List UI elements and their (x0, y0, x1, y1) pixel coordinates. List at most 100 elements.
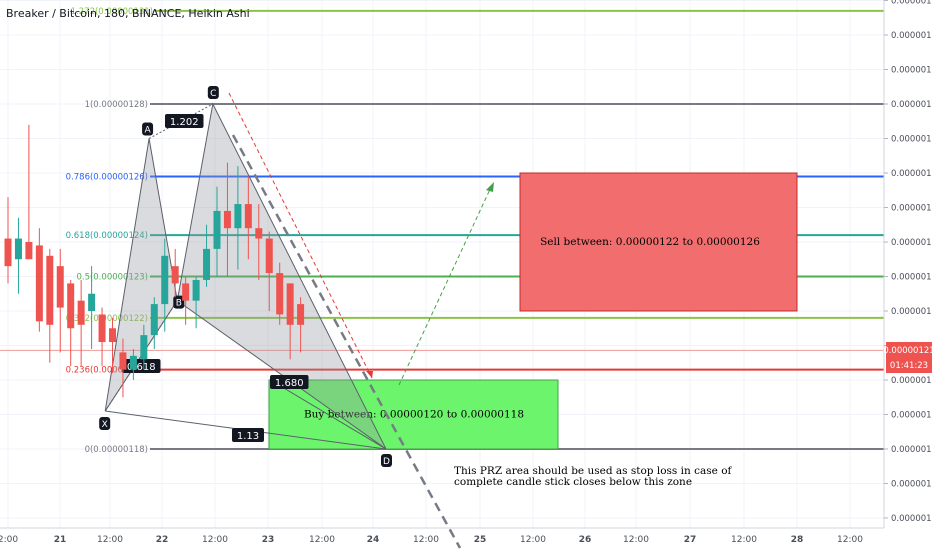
candle-body (56, 266, 64, 308)
candle-body (67, 283, 75, 329)
candle-body (150, 304, 158, 336)
candle-body (171, 266, 179, 284)
x-tick-label: 21 (54, 535, 67, 545)
pattern-ratio-badge (165, 114, 204, 128)
candle-body (129, 355, 137, 370)
y-tick-label: 0.00000120 (891, 376, 932, 386)
trade-zones: Buy between: 0.00000120 to 0.00000118 Sel… (268, 172, 798, 488)
y-tick-label: 0.00000124 (891, 238, 932, 248)
candle-body (140, 335, 148, 360)
candle-body (119, 352, 127, 370)
x-tick-label: 12:00 (837, 535, 863, 545)
x-tick-label: 12:00 (520, 535, 546, 545)
candle-body (77, 300, 85, 325)
fib-level-label: 0.382(0.00000122) (66, 314, 148, 324)
candle-body (255, 228, 263, 239)
y-tick-label: 0.00000126 (891, 169, 932, 179)
fib-level-label: 0.236(0.00000120) (66, 366, 148, 376)
candle-body (14, 238, 22, 260)
pattern-point-badge (173, 295, 185, 309)
fib-level-label: 0.5(0.00000123) (76, 273, 148, 283)
prz-annotation: complete candle stick closes below this … (454, 476, 692, 488)
pattern-ratio-label: 0.618 (127, 362, 156, 373)
pattern-ratio-label: 1.13 (237, 431, 259, 442)
y-tick-label: 0.00000125 (891, 204, 932, 214)
x-tick-label: 2:00 (0, 535, 18, 545)
fib-level-label: 0.618(0.00000124) (66, 231, 148, 241)
y-tick-label: 0.00000130 (891, 31, 932, 41)
x-tick-label: 22 (156, 535, 169, 545)
bearish-arrowhead (366, 371, 373, 378)
x-tick-label: 12:00 (97, 535, 123, 545)
prz-annotation: This PRZ area should be used as stop los… (454, 465, 733, 477)
candle-body (46, 255, 54, 325)
y-tick-label: 0.00000119 (891, 411, 932, 421)
candle-body (203, 248, 211, 280)
pattern-ratio-badge (232, 428, 264, 442)
x-tick-label: 28 (791, 535, 804, 545)
y-tick-label: 0.00000131 (891, 0, 932, 7)
pattern-point-badge (142, 122, 154, 136)
countdown-label: 01:41:23 (890, 361, 928, 371)
y-tick-label: 0.00000128 (891, 100, 932, 110)
fib-level-label: 0.786(0.00000126) (66, 172, 148, 182)
candle-body (35, 245, 43, 322)
candle-body (234, 204, 242, 229)
x-tick-label: 26 (579, 535, 592, 545)
buy-zone-label: Buy between: 0.00000120 to 0.00000118 (304, 409, 524, 421)
pattern-point-label: B (176, 299, 182, 309)
grey-projection (231, 134, 462, 549)
candle-body (192, 279, 200, 301)
fib-level-label: 1(0.00000128) (85, 100, 148, 110)
x-tick-label: 12:00 (202, 535, 228, 545)
x-tick-label: 24 (367, 535, 380, 545)
pattern-point-badge (99, 417, 111, 431)
x-tick-label: 12:00 (623, 535, 649, 545)
pattern-point-badge (207, 86, 219, 99)
y-tick-label: 0.00000129 (891, 66, 932, 76)
y-tick-label: 0.00000127 (891, 135, 932, 145)
candle-body (25, 242, 33, 260)
x-tick-label: 25 (474, 535, 487, 545)
projection-arrows (228, 92, 494, 549)
candle-body (182, 283, 190, 301)
candle-body (4, 238, 12, 267)
y-tick-label: 0.00000118 (891, 445, 932, 455)
pattern-point-label: A (144, 126, 151, 136)
sell-zone[interactable] (519, 172, 798, 312)
pattern-point-label: X (102, 420, 108, 430)
candle-body (297, 304, 305, 325)
y-tick-label: 0.00000116 (891, 514, 932, 524)
x-tick-label: 12:00 (413, 535, 439, 545)
pattern-point-label: C (210, 89, 216, 99)
fib-level-label: 1.272(0.00000131) (71, 7, 153, 17)
candle-body (161, 255, 169, 305)
candle-body (88, 293, 96, 311)
y-tick-label: 0.00000122 (891, 307, 932, 317)
pattern-ratio-label: 1.680 (275, 378, 304, 389)
candle-body (286, 283, 294, 325)
pattern-point-label: D (383, 457, 390, 467)
current-price-label: 0.00000121 (883, 346, 932, 356)
pattern-point-badge (381, 454, 392, 467)
candle-body (223, 210, 231, 229)
x-tick-label: 23 (262, 535, 275, 545)
x-tick-label: 12:00 (731, 535, 757, 545)
pattern-ratio-label: 1.202 (170, 117, 199, 128)
x-tick-label: 12:00 (309, 535, 335, 545)
candle-body (276, 273, 284, 315)
x-tick-label: 27 (684, 535, 697, 545)
bullish-arrowhead (486, 182, 494, 192)
candle-body (98, 314, 106, 343)
candle-body (265, 238, 273, 274)
y-tick-label: 0.00000117 (891, 480, 932, 490)
chart-title: Breaker / Bitcoin, 180, BINANCE, Heikin … (6, 7, 250, 20)
current-price-badge (886, 342, 932, 373)
fib-level-label: 0(0.00000118) (85, 445, 148, 455)
sell-zone-label: Sell between: 0.00000122 to 0.00000126 (540, 236, 760, 248)
buy-zone[interactable] (268, 379, 559, 450)
candle-body (244, 204, 252, 229)
candles (4, 124, 305, 398)
